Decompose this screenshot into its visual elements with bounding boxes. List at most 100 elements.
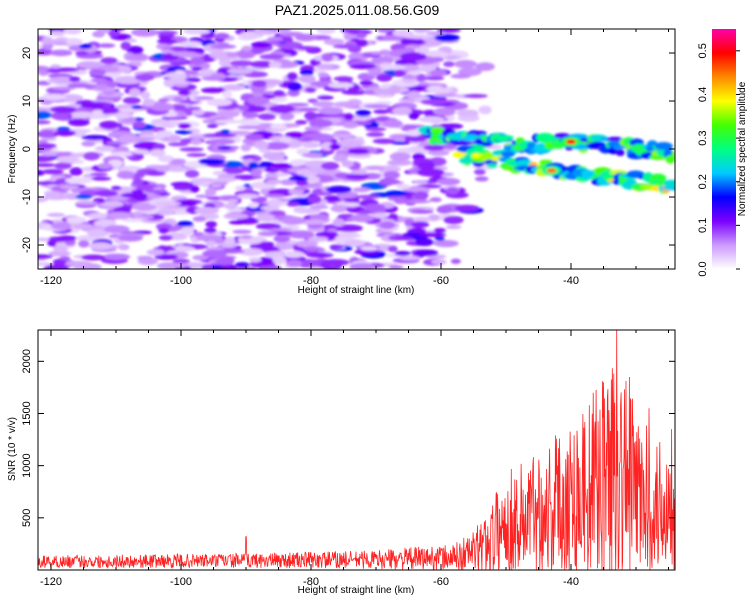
- noise-blob: [272, 256, 287, 265]
- noise-blob: [303, 132, 327, 139]
- noise-blob: [168, 245, 195, 252]
- noise-blob: [436, 177, 461, 186]
- noise-blob: [420, 99, 448, 105]
- noise-blob: [224, 236, 236, 245]
- noise-blob: [65, 193, 79, 200]
- noise-blob: [132, 192, 148, 201]
- noise-blob: [315, 231, 339, 238]
- noise-blob: [214, 32, 230, 40]
- noise-blob: [132, 178, 144, 186]
- noise-blob: [473, 168, 486, 176]
- noise-blob: [204, 227, 217, 234]
- noise-blob: [192, 216, 207, 222]
- colorbar-tick-label: 0.2: [697, 174, 709, 189]
- noise-blob: [426, 82, 443, 87]
- noise-blob: [222, 166, 245, 175]
- noise-blob: [405, 199, 431, 204]
- noise-blob: [287, 82, 303, 92]
- noise-blob: [294, 185, 308, 191]
- noise-blob: [279, 179, 297, 186]
- noise-blob: [279, 112, 295, 121]
- noise-blob: [220, 264, 238, 269]
- noise-blob: [38, 107, 50, 112]
- noise-blob: [236, 193, 260, 199]
- noise-blob: [279, 136, 293, 143]
- noise-blob: [134, 73, 155, 81]
- noise-blob: [259, 53, 284, 60]
- branch-blob: [516, 159, 533, 167]
- noise-blob: [299, 219, 327, 225]
- noise-blob: [100, 57, 118, 65]
- noise-blob: [309, 119, 333, 128]
- colorbar-tick-label: 0.5: [697, 43, 709, 58]
- noise-blob: [350, 168, 367, 176]
- noise-blob: [38, 155, 55, 163]
- noise-blob: [208, 138, 236, 145]
- noise-blob: [109, 151, 133, 157]
- noise-blob: [366, 132, 385, 137]
- noise-blob: [150, 119, 170, 126]
- noise-blob: [354, 249, 381, 255]
- noise-blob: [296, 45, 317, 51]
- noise-blob: [344, 239, 366, 247]
- noise-blob: [262, 141, 290, 150]
- noise-blob: [355, 39, 369, 47]
- noise-blob: [286, 102, 310, 107]
- noise-blob: [260, 246, 280, 252]
- noise-blob: [63, 38, 83, 46]
- noise-blob: [173, 200, 197, 207]
- noise-blob: [46, 212, 66, 217]
- noise-blob: [396, 184, 411, 190]
- branch-blob: [500, 151, 515, 157]
- noise-blob: [321, 258, 350, 266]
- noise-blob: [332, 153, 348, 163]
- noise-blob: [432, 93, 460, 98]
- noise-blob: [349, 214, 374, 223]
- noise-blob: [186, 153, 207, 157]
- noise-blob: [43, 264, 69, 269]
- noise-blob: [362, 52, 373, 58]
- noise-blob: [132, 149, 150, 155]
- noise-blob: [293, 206, 308, 213]
- noise-blob: [327, 82, 354, 89]
- noise-blob: [126, 45, 144, 55]
- noise-blob: [191, 109, 205, 116]
- noise-blob: [387, 159, 413, 166]
- noise-blob: [89, 172, 108, 177]
- branch-blob: [496, 134, 514, 141]
- noise-blob: [299, 69, 314, 76]
- noise-blob: [146, 249, 165, 256]
- noise-blob: [450, 258, 461, 264]
- colorbar-tick-label: 0.0: [697, 261, 709, 276]
- noise-blob: [284, 131, 305, 139]
- noise-blob: [83, 152, 100, 161]
- noise-blob: [87, 228, 110, 238]
- noise-blob: [406, 129, 422, 137]
- noise-blob: [117, 234, 144, 242]
- noise-blob: [59, 184, 80, 190]
- noise-blob: [355, 194, 381, 199]
- noise-blob: [332, 44, 360, 49]
- noise-blob: [262, 151, 286, 160]
- x-tick-label: -80: [303, 275, 319, 287]
- noise-blob: [356, 32, 367, 39]
- noise-blob: [127, 54, 150, 61]
- branch-blob: [654, 142, 673, 150]
- noise-blob: [264, 194, 285, 198]
- chart-title: PAZ1.2025.011.08.56.G09: [275, 2, 440, 18]
- noise-blob: [295, 240, 319, 248]
- noise-blob: [250, 168, 262, 178]
- noise-blob: [255, 214, 277, 222]
- noise-blob: [50, 111, 74, 121]
- noise-blob: [137, 215, 154, 220]
- noise-blob: [268, 228, 293, 233]
- noise-blob: [184, 169, 200, 178]
- noise-blob: [394, 197, 407, 205]
- noise-blob: [242, 112, 260, 119]
- branch-blob: [665, 155, 675, 164]
- noise-blob: [195, 194, 210, 199]
- noise-blob: [255, 223, 282, 230]
- noise-blob: [395, 236, 414, 241]
- noise-blob: [227, 68, 253, 75]
- x-tick-label: -120: [40, 576, 62, 588]
